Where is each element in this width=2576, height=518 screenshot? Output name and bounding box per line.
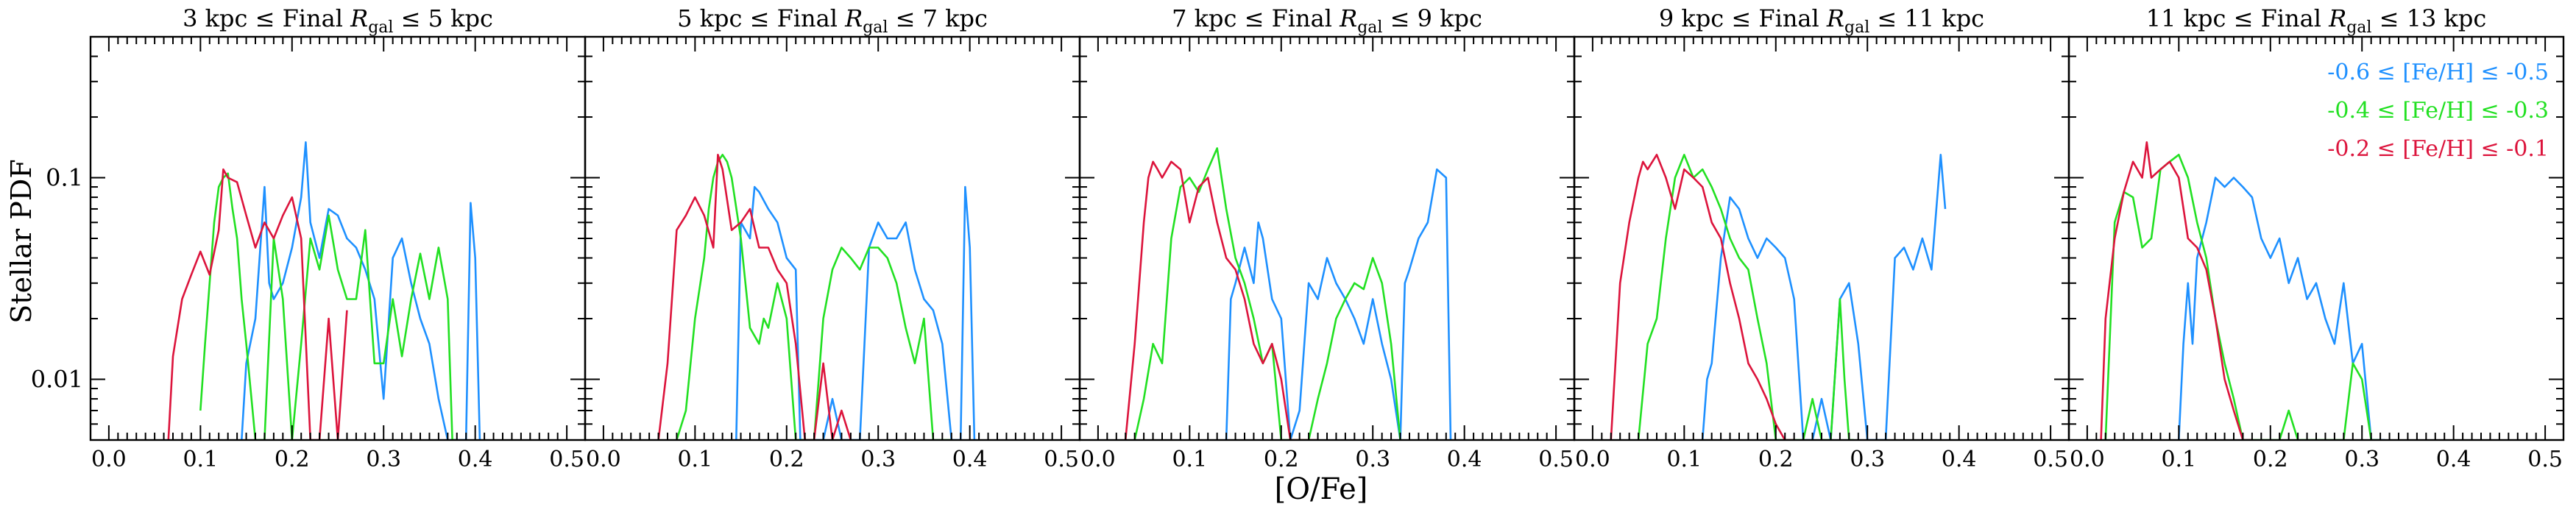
panel-3-series bbox=[1124, 147, 1452, 440]
x-tick-label: 0.4 bbox=[458, 447, 493, 472]
series-line-red-panel-3 bbox=[1124, 160, 1318, 440]
x-tick-label: 0.3 bbox=[860, 447, 896, 472]
panel-4-series bbox=[1610, 154, 1947, 440]
panel-title: 9 kpc ≤ Final Rgal ≤ 11 kpc bbox=[1659, 4, 1984, 37]
x-tick-label: 0.4 bbox=[1447, 447, 1482, 472]
x-ticks bbox=[107, 37, 568, 440]
series-line-blue-panel-4 bbox=[1701, 154, 1947, 440]
x-ticks bbox=[1097, 37, 1557, 440]
x-tick-label: 0.1 bbox=[2161, 447, 2196, 472]
x-tick-label: 0.1 bbox=[1172, 447, 1207, 472]
x-tick-label: 0.5 bbox=[2527, 447, 2563, 472]
x-tick-label: 0.5 bbox=[1044, 447, 1079, 472]
legend-entry: -0.2 ≤ [Fe/H] ≤ -0.1 bbox=[2327, 136, 2549, 162]
panel-2: 0.0 0.1 0.2 0.3 0.4 0.5 5 kpc ≤ Final Rgal ≤ 7… bbox=[570, 4, 1081, 472]
series-line-red-panel-4 bbox=[1610, 154, 1794, 440]
y-ticks bbox=[91, 36, 585, 441]
x-tick-label: 0.4 bbox=[952, 447, 988, 472]
x-ticks bbox=[602, 37, 1063, 440]
series-line-red-panel-2 bbox=[657, 154, 852, 440]
legend-entry: -0.4 ≤ [Fe/H] ≤ -0.3 bbox=[2327, 98, 2549, 124]
series-line-blue-panel-2 bbox=[735, 185, 976, 440]
series-line-green-panel-4 bbox=[1637, 154, 1854, 440]
x-tick-label: 0.2 bbox=[1758, 447, 1794, 472]
x-tick-label: 0.4 bbox=[2436, 447, 2471, 472]
panel-title: 3 kpc ≤ Final Rgal ≤ 5 kpc bbox=[183, 4, 493, 37]
panel-title: 5 kpc ≤ Final Rgal ≤ 7 kpc bbox=[677, 4, 988, 37]
x-tick-label: 0.0 bbox=[1575, 447, 1610, 472]
panel-2-series bbox=[657, 154, 976, 440]
panel-title: 11 kpc ≤ Final Rgal ≤ 13 kpc bbox=[2146, 4, 2487, 37]
panel-5-series bbox=[2100, 141, 2385, 440]
x-tick-label: 0.5 bbox=[549, 447, 584, 472]
series-line-green-panel-1 bbox=[199, 172, 457, 440]
series-line-red-panel-5 bbox=[2100, 141, 2252, 440]
series-line-blue-panel-3 bbox=[1225, 168, 1452, 440]
y-tick-label: 0.1 bbox=[46, 164, 83, 192]
y-ticks bbox=[2054, 36, 2563, 441]
x-tick-label: 0.1 bbox=[183, 447, 218, 472]
x-tick-label: 0.2 bbox=[769, 447, 804, 472]
panel-3: 0.0 0.1 0.2 0.3 0.4 0.5 7 kpc ≤ Final Rgal ≤ 9… bbox=[1065, 4, 1576, 472]
panel-1: 0.0 0.1 0.2 0.3 0.4 0.5 0.01 0.1 3 kpc ≤ Final R… bbox=[31, 4, 587, 472]
legend: -0.6 ≤ [Fe/H] ≤ -0.5 -0.4 ≤ [Fe/H] ≤ -0.3… bbox=[2327, 60, 2549, 162]
legend-entry: -0.6 ≤ [Fe/H] ≤ -0.5 bbox=[2327, 60, 2549, 85]
panel-5: 0.0 0.1 0.2 0.3 0.4 0.5 11 kpc ≤ Final Rgal ≤ … bbox=[2054, 4, 2565, 472]
x-tick-label: 0.2 bbox=[1264, 447, 1299, 472]
x-tick-label: 0.0 bbox=[586, 447, 621, 472]
x-tick-label: 0.5 bbox=[1538, 447, 1574, 472]
y-axis-label: Stellar PDF bbox=[5, 159, 38, 323]
x-tick-label: 0.3 bbox=[1355, 447, 1390, 472]
x-tick-label: 0.0 bbox=[1080, 447, 1116, 472]
y-tick-label: 0.01 bbox=[31, 366, 83, 394]
x-tick-label: 0.3 bbox=[2344, 447, 2379, 472]
x-tick-label: 0.2 bbox=[2253, 447, 2288, 472]
panel-title: 7 kpc ≤ Final Rgal ≤ 9 kpc bbox=[1172, 4, 1482, 37]
x-tick-label: 0.5 bbox=[2033, 447, 2068, 472]
x-tick-label: 0.2 bbox=[275, 447, 310, 472]
x-tick-label: 0.4 bbox=[1942, 447, 1977, 472]
x-tick-label: 0.1 bbox=[1666, 447, 1702, 472]
x-ticks bbox=[1591, 37, 2052, 440]
series-line-red-panel-1 bbox=[167, 168, 348, 440]
x-tick-label: 0.0 bbox=[2070, 447, 2105, 472]
panel-1-series bbox=[167, 141, 481, 440]
x-axis-label: [O/Fe] bbox=[1275, 472, 1368, 506]
panels-group: 0.0 0.1 0.2 0.3 0.4 0.5 0.01 0.1 3 kpc ≤ Final R… bbox=[31, 4, 2565, 472]
series-line-green-panel-5 bbox=[2104, 154, 2381, 440]
y-ticks bbox=[570, 36, 1080, 441]
y-ticks bbox=[1065, 36, 1574, 441]
x-tick-label: 0.0 bbox=[91, 447, 127, 472]
series-line-blue-panel-1 bbox=[241, 141, 481, 440]
x-tick-label: 0.3 bbox=[1850, 447, 1885, 472]
x-tick-label: 0.3 bbox=[366, 447, 401, 472]
x-ticks bbox=[2086, 37, 2547, 440]
x-tick-label: 0.1 bbox=[677, 447, 712, 472]
